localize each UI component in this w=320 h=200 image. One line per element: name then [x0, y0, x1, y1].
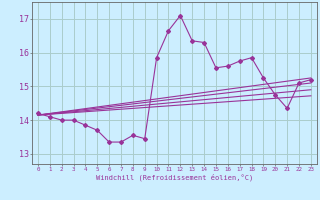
X-axis label: Windchill (Refroidissement éolien,°C): Windchill (Refroidissement éolien,°C)	[96, 173, 253, 181]
